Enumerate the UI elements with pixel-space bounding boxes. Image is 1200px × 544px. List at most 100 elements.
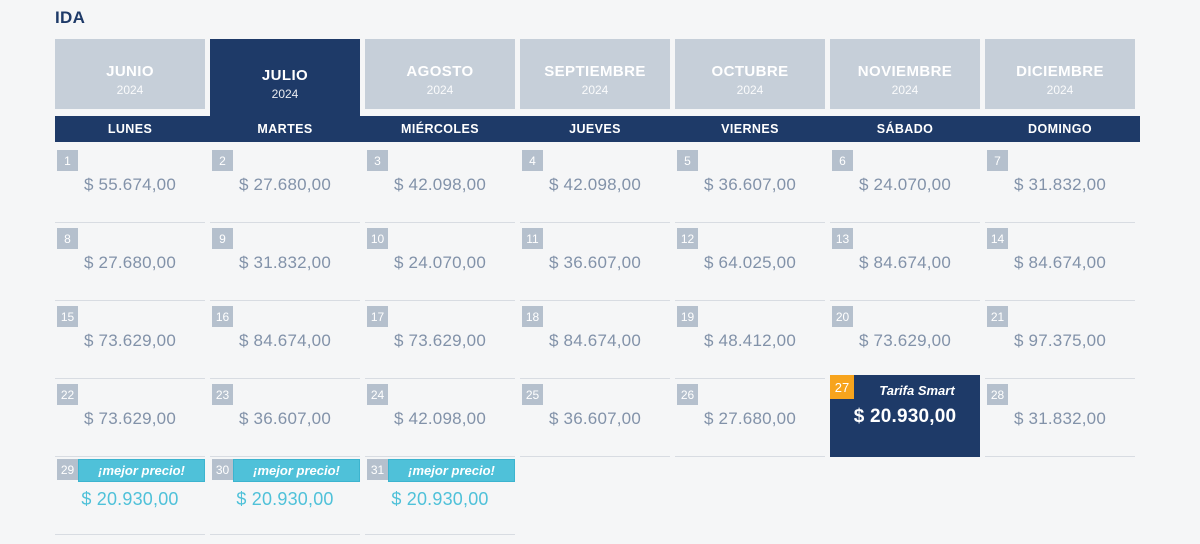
day-number-badge: 7 — [987, 150, 1008, 171]
weekday-header-bar: LUNES MARTES MIÉRCOLES JUEVES VIERNES SÁBADO D… — [55, 116, 1140, 142]
price-label: $ 55.674,00 — [83, 175, 176, 194]
day-cell-11[interactable]: 11 $ 36.607,00 — [520, 223, 670, 301]
day-cell-16[interactable]: 16 $ 84.674,00 — [210, 301, 360, 379]
day-number-badge: 8 — [57, 228, 78, 249]
day-cell-2[interactable]: 2 $ 27.680,00 — [210, 145, 360, 223]
price-label: $ 20.930,00 — [853, 406, 957, 427]
day-cell-5[interactable]: 5 $ 36.607,00 — [675, 145, 825, 223]
weekday-label: MIÉRCOLES — [401, 122, 479, 136]
day-cell-30[interactable]: 30 ¡mejor precio! $ 20.930,00 — [210, 457, 360, 535]
day-cell-26[interactable]: 26 $ 27.680,00 — [675, 379, 825, 457]
day-number-badge: 6 — [832, 150, 853, 171]
day-number-badge: 28 — [987, 384, 1008, 405]
tab-year-label: 2024 — [891, 83, 919, 97]
day-cell-21[interactable]: 21 $ 97.375,00 — [985, 301, 1135, 379]
price-label: $ 64.025,00 — [703, 253, 796, 272]
day-cell-13[interactable]: 13 $ 84.674,00 — [830, 223, 980, 301]
tab-month-label: OCTUBRE — [711, 63, 789, 80]
tab-diciembre[interactable]: DICIEMBRE 2024 — [985, 39, 1135, 109]
tab-octubre[interactable]: OCTUBRE 2024 — [675, 39, 825, 109]
day-number-badge: 30 — [212, 459, 233, 480]
day-cell-27[interactable]: 27 Tarifa Smart $ 20.930,00 — [830, 375, 980, 457]
day-cell-15[interactable]: 15 $ 73.629,00 — [55, 301, 205, 379]
tab-noviembre[interactable]: NOVIEMBRE 2024 — [830, 39, 980, 109]
day-number-badge: 25 — [522, 384, 543, 405]
price-label: $ 27.680,00 — [703, 409, 796, 428]
tab-junio[interactable]: JUNIO 2024 — [55, 39, 205, 109]
day-number-badge: 22 — [57, 384, 78, 405]
day-cell-31[interactable]: 31 ¡mejor precio! $ 20.930,00 — [365, 457, 515, 535]
tab-septiembre[interactable]: SEPTIEMBRE 2024 — [520, 39, 670, 109]
price-label: $ 24.070,00 — [393, 253, 486, 272]
day-cell-28[interactable]: 28 $ 31.832,00 — [985, 379, 1135, 457]
best-price-badge: ¡mejor precio! — [388, 459, 515, 482]
price-label: $ 48.412,00 — [703, 331, 796, 350]
best-price-badge: ¡mejor precio! — [233, 459, 360, 482]
day-number-badge: 11 — [522, 228, 543, 249]
day-cell-25[interactable]: 25 $ 36.607,00 — [520, 379, 670, 457]
day-number-badge: 18 — [522, 306, 543, 327]
day-number-badge: 21 — [987, 306, 1008, 327]
day-cell-20[interactable]: 20 $ 73.629,00 — [830, 301, 980, 379]
day-cell-1[interactable]: 1 $ 55.674,00 — [55, 145, 205, 223]
day-cell-12[interactable]: 12 $ 64.025,00 — [675, 223, 825, 301]
day-cell-24[interactable]: 24 $ 42.098,00 — [365, 379, 515, 457]
empty-cell — [985, 457, 1135, 535]
price-label: $ 42.098,00 — [393, 409, 486, 428]
tab-agosto[interactable]: AGOSTO 2024 — [365, 39, 515, 109]
tab-julio[interactable]: JULIO 2024 — [210, 39, 360, 116]
tab-year-label: 2024 — [1046, 83, 1074, 97]
day-number-badge: 12 — [677, 228, 698, 249]
tab-month-label: SEPTIEMBRE — [544, 63, 646, 80]
day-number-badge: 15 — [57, 306, 78, 327]
day-cell-17[interactable]: 17 $ 73.629,00 — [365, 301, 515, 379]
day-number-badge: 3 — [367, 150, 388, 171]
day-number-badge: 13 — [832, 228, 853, 249]
tab-month-label: AGOSTO — [406, 63, 474, 80]
day-number-badge: 20 — [832, 306, 853, 327]
tab-year-label: 2024 — [271, 86, 299, 101]
day-number-badge: 29 — [57, 459, 78, 480]
price-label: $ 36.607,00 — [703, 175, 796, 194]
tarifa-smart-label: Tarifa Smart — [879, 383, 955, 398]
price-label: $ 31.832,00 — [1013, 175, 1106, 194]
day-cell-29[interactable]: 29 ¡mejor precio! $ 20.930,00 — [55, 457, 205, 535]
price-label: $ 97.375,00 — [1013, 331, 1106, 350]
calendar-week-row: 29 ¡mejor precio! $ 20.930,00 30 ¡mejor prec… — [55, 457, 1145, 535]
day-cell-8[interactable]: 8 $ 27.680,00 — [55, 223, 205, 301]
price-label: $ 73.629,00 — [858, 331, 951, 350]
price-label: $ 73.629,00 — [83, 409, 176, 428]
day-number-badge: 24 — [367, 384, 388, 405]
best-price-badge: ¡mejor precio! — [78, 459, 205, 482]
day-cell-14[interactable]: 14 $ 84.674,00 — [985, 223, 1135, 301]
day-cell-19[interactable]: 19 $ 48.412,00 — [675, 301, 825, 379]
day-number-badge: 31 — [367, 459, 388, 480]
day-cell-10[interactable]: 10 $ 24.070,00 — [365, 223, 515, 301]
tab-year-label: 2024 — [426, 83, 454, 97]
day-number-badge: 9 — [212, 228, 233, 249]
day-number-badge: 4 — [522, 150, 543, 171]
price-label: $ 84.674,00 — [1013, 253, 1106, 272]
price-label: $ 27.680,00 — [83, 253, 176, 272]
price-label: $ 84.674,00 — [858, 253, 951, 272]
day-cell-9[interactable]: 9 $ 31.832,00 — [210, 223, 360, 301]
day-cell-23[interactable]: 23 $ 36.607,00 — [210, 379, 360, 457]
fare-calendar-grid: 1 $ 55.674,00 2 $ 27.680,00 3 $ 42.098,00 4 $ 4… — [55, 145, 1145, 535]
day-cell-22[interactable]: 22 $ 73.629,00 — [55, 379, 205, 457]
price-label: $ 84.674,00 — [238, 331, 331, 350]
day-number-badge: 23 — [212, 384, 233, 405]
price-label: $ 42.098,00 — [393, 175, 486, 194]
day-cell-4[interactable]: 4 $ 42.098,00 — [520, 145, 670, 223]
day-number-badge: 10 — [367, 228, 388, 249]
day-number-badge: 1 — [57, 150, 78, 171]
day-cell-7[interactable]: 7 $ 31.832,00 — [985, 145, 1135, 223]
day-cell-3[interactable]: 3 $ 42.098,00 — [365, 145, 515, 223]
weekday-label: MARTES — [257, 122, 313, 136]
price-label: $ 36.607,00 — [548, 409, 641, 428]
weekday-label: JUEVES — [569, 122, 621, 136]
tab-month-label: JUNIO — [106, 63, 154, 80]
day-cell-6[interactable]: 6 $ 24.070,00 — [830, 145, 980, 223]
price-label: $ 20.930,00 — [81, 489, 179, 509]
tab-month-label: NOVIEMBRE — [857, 63, 953, 80]
day-cell-18[interactable]: 18 $ 84.674,00 — [520, 301, 670, 379]
